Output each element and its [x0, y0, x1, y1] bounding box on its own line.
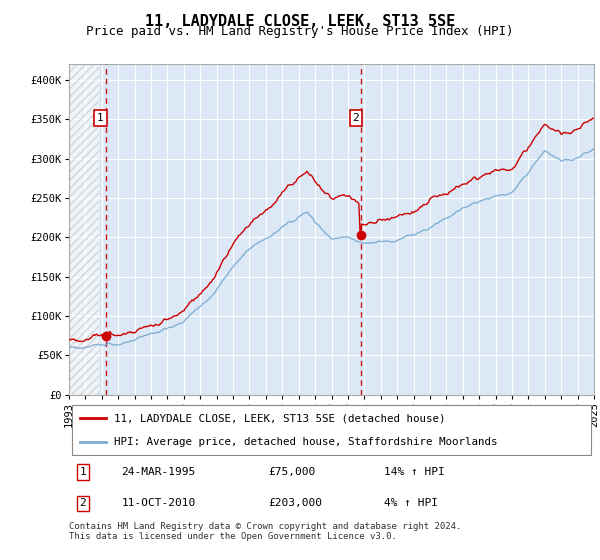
- Text: 24-MAR-1995: 24-MAR-1995: [121, 467, 196, 477]
- Text: 4% ↑ HPI: 4% ↑ HPI: [384, 498, 438, 508]
- Text: Contains HM Land Registry data © Crown copyright and database right 2024.
This d: Contains HM Land Registry data © Crown c…: [69, 522, 461, 542]
- Text: £75,000: £75,000: [269, 467, 316, 477]
- Text: 2: 2: [79, 498, 86, 508]
- Text: 11-OCT-2010: 11-OCT-2010: [121, 498, 196, 508]
- Text: Price paid vs. HM Land Registry's House Price Index (HPI): Price paid vs. HM Land Registry's House …: [86, 25, 514, 38]
- Text: 11, LADYDALE CLOSE, LEEK, ST13 5SE (detached house): 11, LADYDALE CLOSE, LEEK, ST13 5SE (deta…: [113, 413, 445, 423]
- Bar: [69, 64, 98, 395]
- Text: 2: 2: [352, 113, 359, 123]
- Text: 1: 1: [79, 467, 86, 477]
- FancyBboxPatch shape: [71, 405, 591, 455]
- Text: HPI: Average price, detached house, Staffordshire Moorlands: HPI: Average price, detached house, Staf…: [113, 437, 497, 447]
- Text: 11, LADYDALE CLOSE, LEEK, ST13 5SE: 11, LADYDALE CLOSE, LEEK, ST13 5SE: [145, 14, 455, 29]
- Text: 14% ↑ HPI: 14% ↑ HPI: [384, 467, 445, 477]
- Text: 1: 1: [97, 113, 104, 123]
- Text: £203,000: £203,000: [269, 498, 323, 508]
